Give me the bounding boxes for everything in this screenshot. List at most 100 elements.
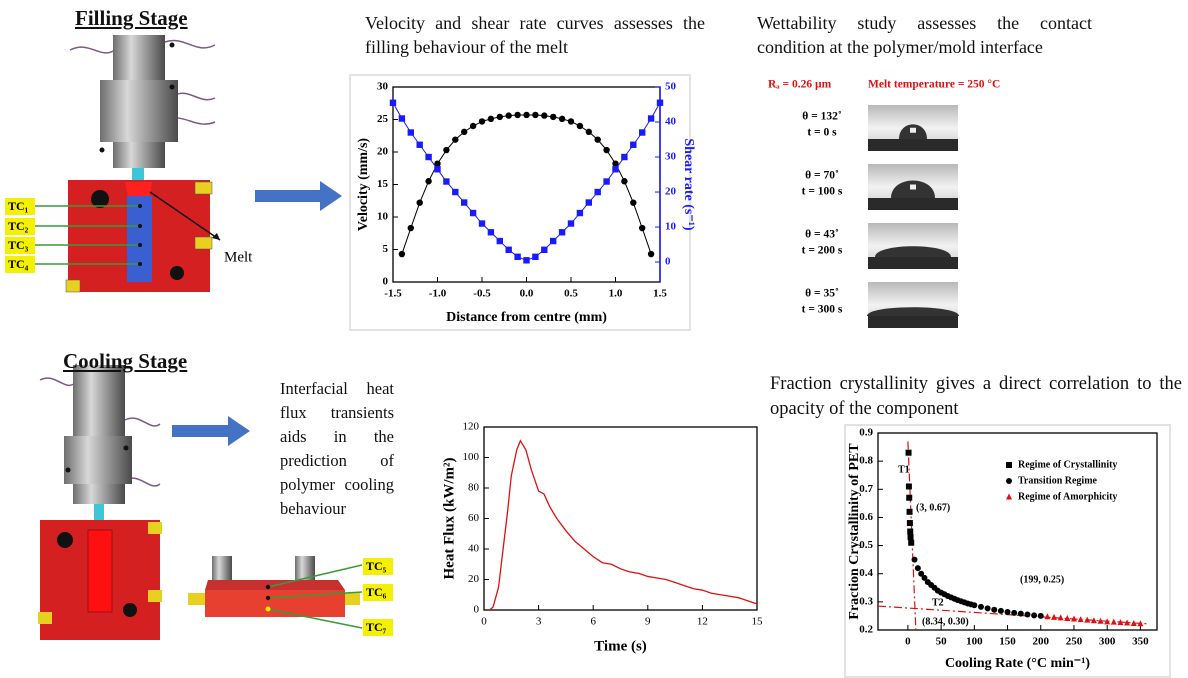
marker xyxy=(647,250,655,258)
x-tick-label: 100 xyxy=(966,636,983,648)
y-tick-label: 20 xyxy=(468,573,480,585)
glint xyxy=(910,127,916,133)
y-tick-label: 0.5 xyxy=(859,539,873,551)
marker xyxy=(576,122,584,130)
marker xyxy=(991,606,998,613)
x-tick-label: 150 xyxy=(999,636,1016,648)
marker xyxy=(1031,612,1038,619)
marker xyxy=(425,153,432,161)
y2-tick-label: 0 xyxy=(665,256,671,268)
x-tick-label: 50 xyxy=(936,636,948,648)
marker xyxy=(908,539,915,546)
y-axis-title: Velocity (mm/s) xyxy=(356,138,371,232)
legend-marker xyxy=(1006,478,1012,484)
substrate xyxy=(868,139,958,151)
y2-tick-label: 20 xyxy=(665,186,677,198)
trend-label: T2 xyxy=(932,597,944,608)
legend-label: Regime of Crystallinity xyxy=(1018,459,1117,470)
marker xyxy=(478,118,486,125)
marker xyxy=(1044,613,1051,620)
marker xyxy=(594,188,601,196)
thermocouple-label: TC₄ xyxy=(8,257,29,271)
legend-marker xyxy=(1006,493,1012,500)
marker xyxy=(630,199,637,206)
marker xyxy=(389,99,397,106)
marker xyxy=(1057,614,1064,621)
glint xyxy=(910,184,916,190)
chart: -1.5 -1.0 -0.5 0.0 0.5 1.0 1.5 0 5 10 15 20 25 30 0 10 2… xyxy=(356,81,696,326)
marker xyxy=(907,528,914,535)
time-label: t = 0 s xyxy=(807,127,837,139)
marker xyxy=(469,122,477,130)
legend-label: Transition Regime xyxy=(1018,475,1098,486)
x-axis-title: Time (s) xyxy=(594,638,647,654)
plot-frame xyxy=(877,432,1158,631)
marker xyxy=(905,483,912,490)
marker xyxy=(977,603,984,610)
plot-frame xyxy=(483,426,758,611)
y-axis-title: Fraction Crystallinity of PET xyxy=(847,443,862,620)
marker xyxy=(523,257,530,264)
marker xyxy=(469,209,477,217)
marker xyxy=(585,128,592,136)
melt-label: Melt xyxy=(224,249,253,265)
marker xyxy=(639,224,646,232)
y2-tick-label: 40 xyxy=(665,116,677,128)
marker xyxy=(398,250,406,258)
marker xyxy=(1011,609,1018,616)
marker xyxy=(603,178,610,185)
annotation: (199, 0.25) xyxy=(1020,574,1064,585)
marker xyxy=(1130,620,1137,627)
droplet xyxy=(875,246,951,257)
y-tick-label: 25 xyxy=(377,113,389,125)
thermocouple-label: TC₅ xyxy=(366,559,387,573)
legend-marker xyxy=(1006,462,1012,468)
time-label: t = 200 s xyxy=(802,245,843,257)
marker xyxy=(1024,611,1031,618)
y2-axis-title: Shear rate (s⁻¹) xyxy=(681,138,696,231)
x-tick-label: 300 xyxy=(1099,636,1116,648)
substrate xyxy=(868,198,958,210)
marker xyxy=(1137,620,1144,627)
annotation: (3, 0.67) xyxy=(916,502,950,513)
x-axis-title: Distance from centre (mm) xyxy=(446,310,607,325)
x-tick-label: 0 xyxy=(481,616,487,628)
y-tick-label: 0.3 xyxy=(859,595,873,607)
contact-angle: θ = 132˚ xyxy=(802,111,842,123)
x-tick-label: 1.0 xyxy=(609,288,623,300)
y-tick-label: 0.6 xyxy=(859,511,873,523)
marker xyxy=(416,141,423,148)
marker xyxy=(1064,614,1071,621)
marker xyxy=(567,220,575,227)
x-tick-label: -0.5 xyxy=(473,288,491,300)
marker xyxy=(461,199,468,206)
marker xyxy=(416,199,423,206)
marker xyxy=(656,99,664,106)
marker xyxy=(407,129,414,136)
y-axis-title: Heat Flux (kW/m²) xyxy=(441,458,457,580)
trend-label: T1 xyxy=(898,464,910,475)
y-tick-label: 30 xyxy=(377,81,389,93)
y-tick-label: 120 xyxy=(463,421,480,433)
annotation: (8.34, 0.30) xyxy=(922,616,969,627)
stage-title: Cooling Stage xyxy=(63,349,188,373)
thermocouple-label: TC₃ xyxy=(8,238,29,252)
y-tick-label: 10 xyxy=(377,211,389,223)
y-tick-label: 0.2 xyxy=(859,624,873,636)
caption: Velocity and shear rate curves assesses … xyxy=(365,13,705,57)
marker xyxy=(647,115,655,122)
cooling-device: TC₅ TC₆ TC₇ xyxy=(38,365,393,640)
x-tick-label: 9 xyxy=(645,616,651,628)
legend-label: Regime of Amorphicity xyxy=(1018,491,1117,502)
marker xyxy=(496,113,503,121)
marker xyxy=(558,229,566,236)
x-tick-label: 250 xyxy=(1066,636,1083,648)
y-tick-label: 0 xyxy=(474,604,480,616)
x-tick-label: 350 xyxy=(1132,636,1149,648)
marker xyxy=(1124,619,1131,626)
x-tick-label: 6 xyxy=(590,616,596,628)
marker xyxy=(541,246,548,253)
y-tick-label: 80 xyxy=(468,482,480,494)
marker xyxy=(496,237,503,245)
